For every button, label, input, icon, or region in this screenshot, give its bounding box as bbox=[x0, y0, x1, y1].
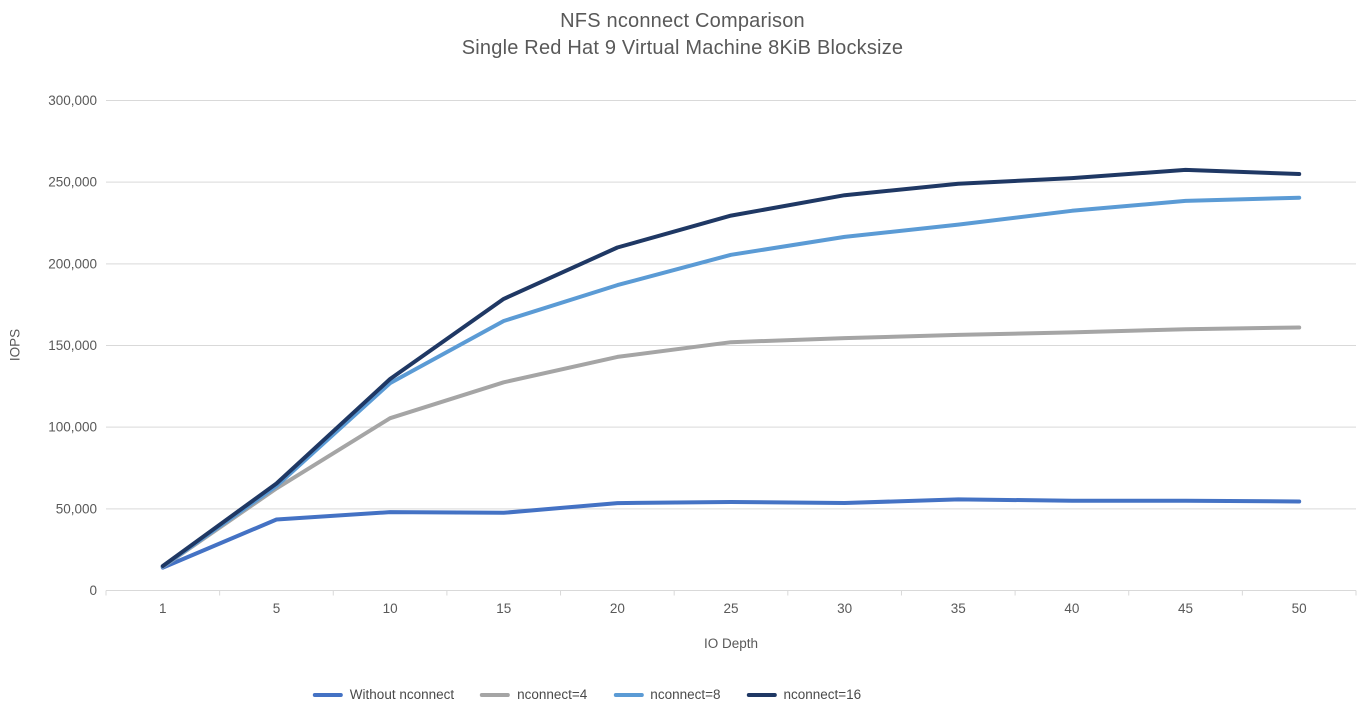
chart-title-line2: Single Red Hat 9 Virtual Machine 8KiB Bl… bbox=[461, 37, 904, 59]
y-axis-title: IOPS bbox=[7, 328, 23, 362]
series-line-without-nconnect bbox=[160, 497, 1302, 570]
x-tick-label: 5 bbox=[273, 601, 281, 616]
legend-label: Without nconnect bbox=[349, 687, 455, 702]
y-tick-label: 300,000 bbox=[48, 93, 97, 108]
y-tick-label: 250,000 bbox=[48, 175, 97, 190]
x-tick-label: 1 bbox=[159, 601, 167, 616]
series-line-nconnect-16 bbox=[160, 167, 1302, 568]
legend-item-nconnect-8: nconnect=8 bbox=[613, 687, 720, 702]
x-tick-label: 15 bbox=[496, 601, 511, 616]
legend-item-nconnect-4: nconnect=4 bbox=[480, 687, 587, 702]
y-tick-label: 150,000 bbox=[48, 338, 97, 353]
x-tick-label: 35 bbox=[951, 601, 966, 616]
legend-item-nconnect-16: nconnect=16 bbox=[746, 687, 861, 702]
legend-key-line bbox=[312, 692, 343, 697]
y-tick-label: 0 bbox=[89, 583, 97, 598]
chart-legend: Without nconnect nconnect=4 nconnect=8 ncon… bbox=[312, 687, 861, 702]
legend-item-without-nconnect: Without nconnect bbox=[312, 687, 455, 702]
x-tick-label: 25 bbox=[723, 601, 738, 616]
y-tick-label: 200,000 bbox=[48, 256, 97, 271]
x-tick-label: 30 bbox=[837, 601, 852, 616]
chart-title-line1: NFS nconnect Comparison bbox=[560, 10, 805, 32]
x-tick-label: 40 bbox=[1064, 601, 1079, 616]
legend-label: nconnect=16 bbox=[783, 687, 862, 702]
y-tick-label: 100,000 bbox=[48, 420, 97, 435]
x-tick-label: 50 bbox=[1292, 601, 1307, 616]
x-axis-title: IO Depth bbox=[703, 636, 759, 651]
legend-label: nconnect=8 bbox=[650, 687, 721, 702]
x-tick-label: 45 bbox=[1178, 601, 1193, 616]
series-line-nconnect-4 bbox=[160, 325, 1302, 569]
legend-key-line bbox=[746, 692, 777, 697]
legend-label: nconnect=4 bbox=[517, 687, 588, 702]
chart-title: NFS nconnect Comparison Single Red Hat 9… bbox=[0, 8, 1365, 62]
x-tick-label: 20 bbox=[610, 601, 625, 616]
legend-key-line bbox=[613, 692, 644, 697]
series-line-nconnect-8 bbox=[160, 195, 1302, 569]
x-tick-label: 10 bbox=[383, 601, 398, 616]
legend-key-line bbox=[480, 692, 511, 697]
y-tick-label: 50,000 bbox=[56, 501, 97, 516]
